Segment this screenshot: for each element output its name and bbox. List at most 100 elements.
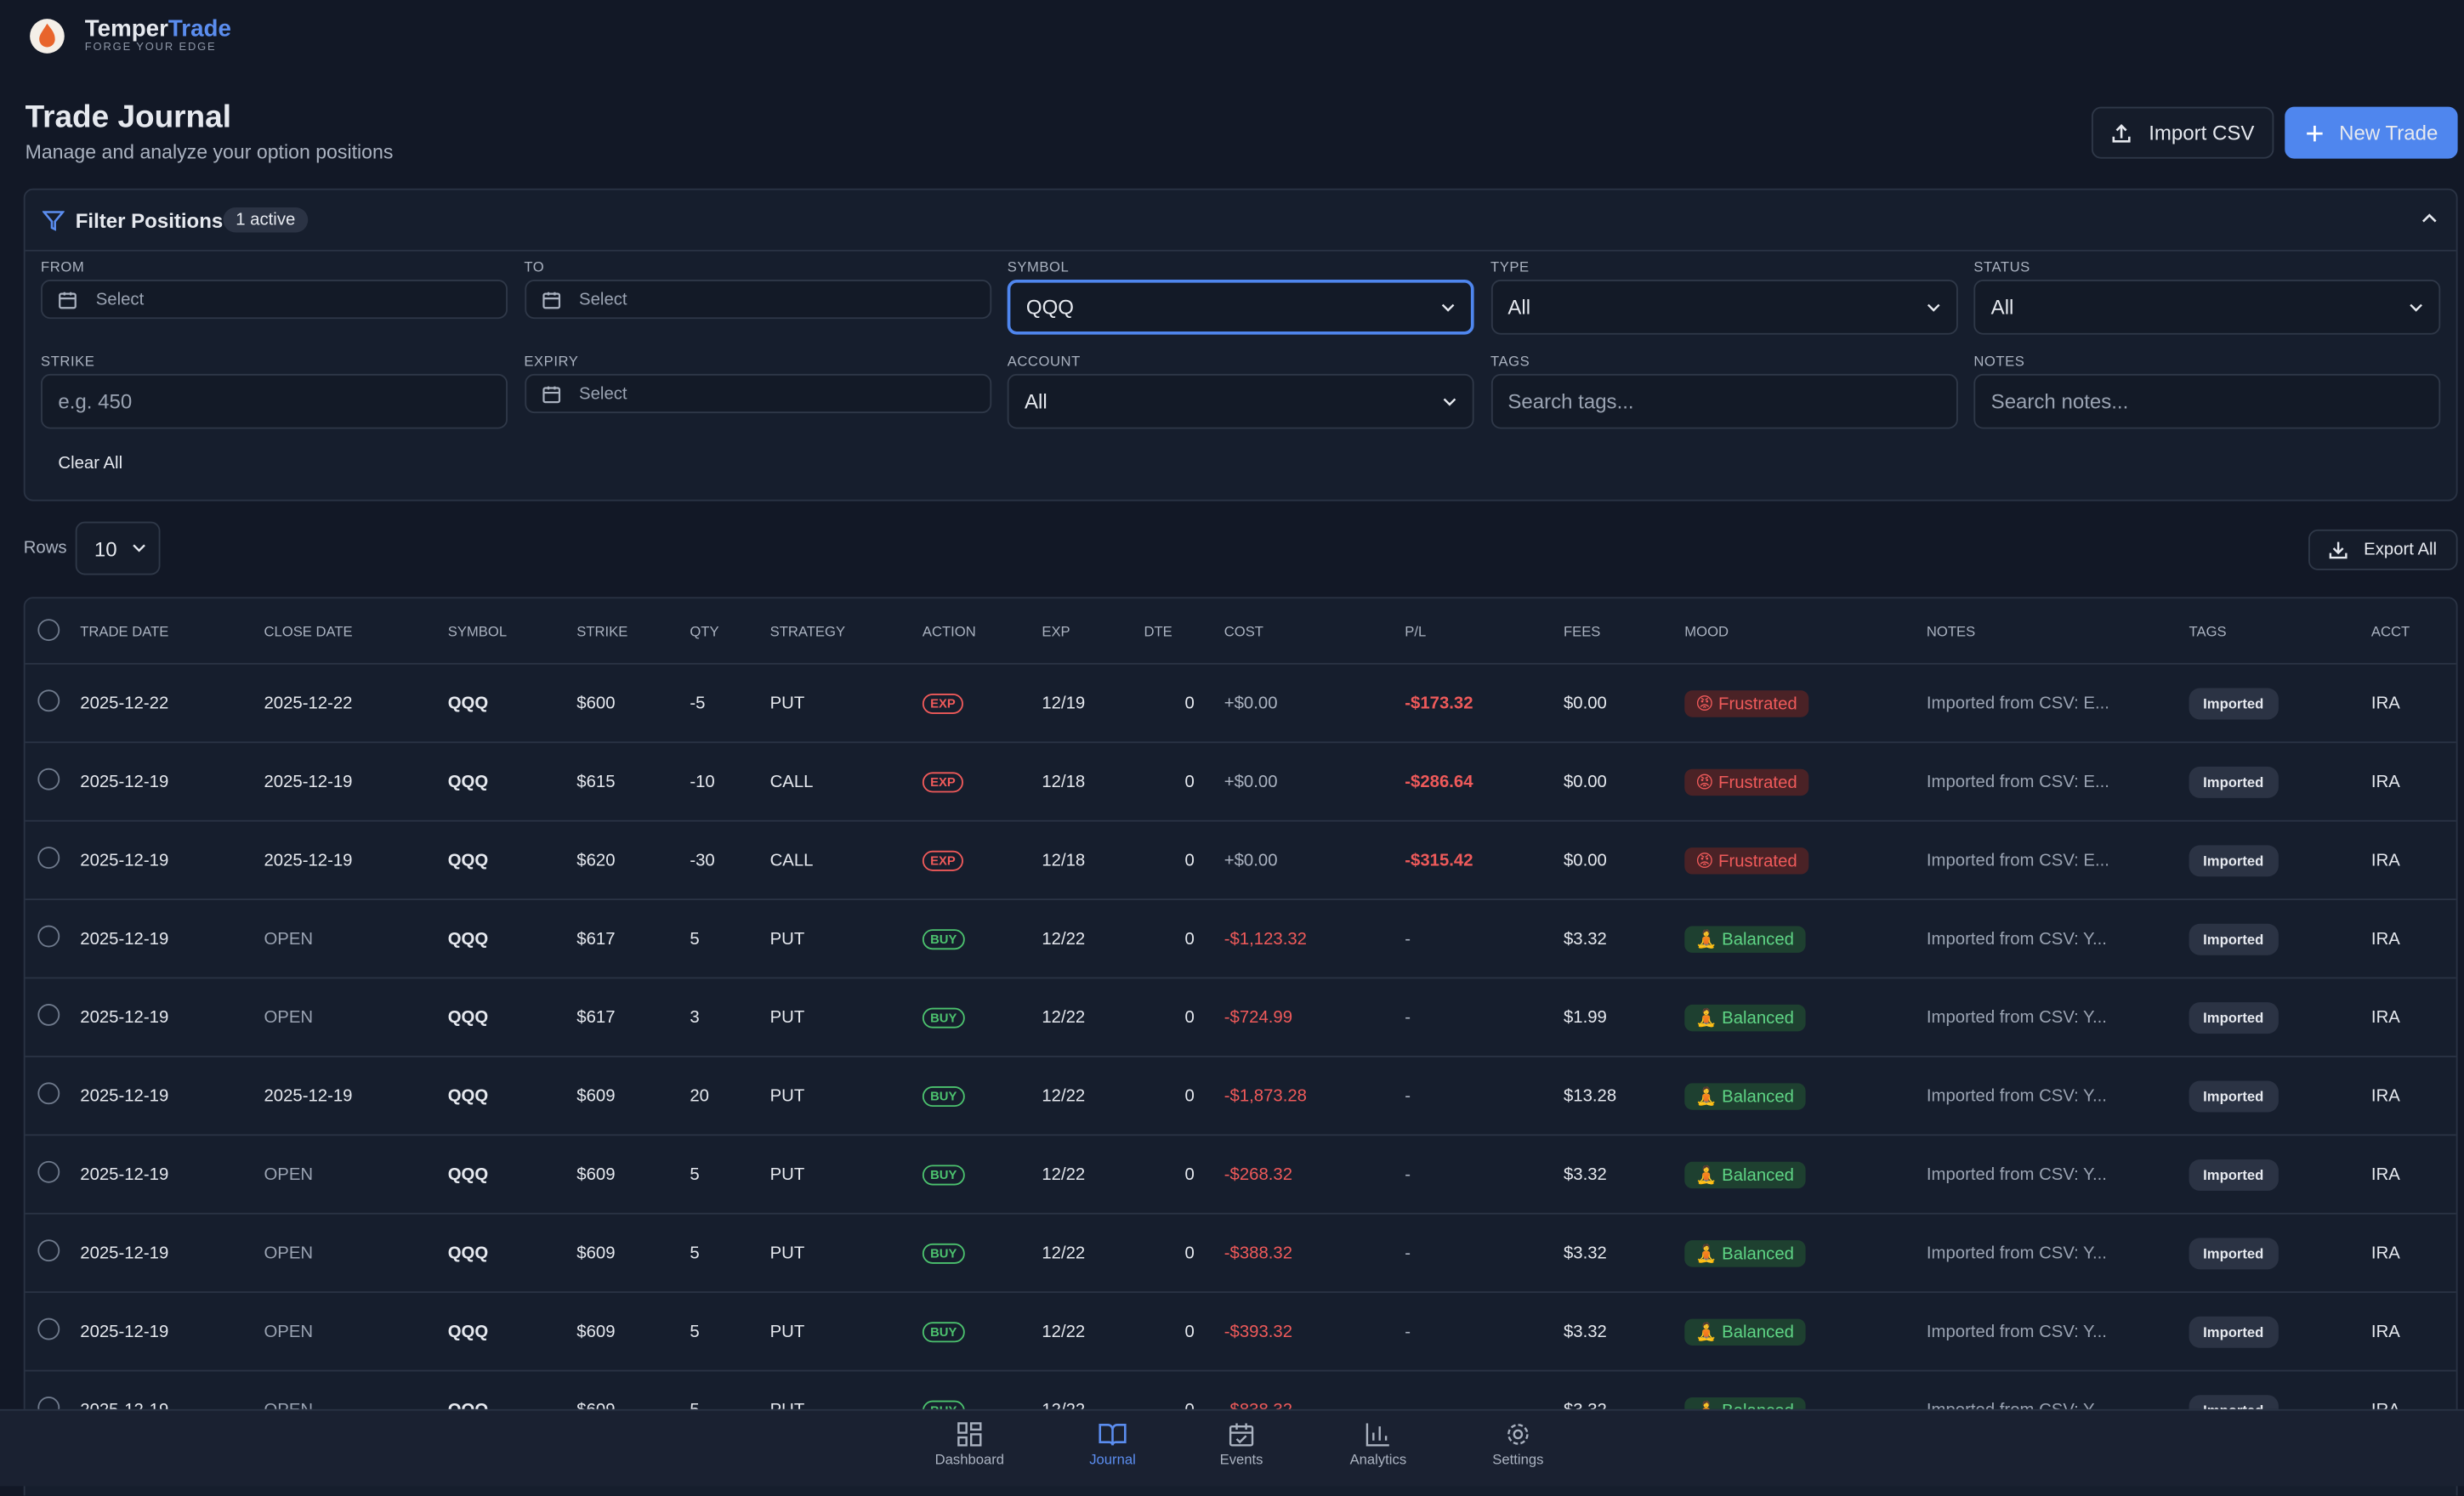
fees: $0.00 — [1563, 694, 1607, 714]
qty: -5 — [690, 694, 706, 714]
filter-input[interactable]: Select — [524, 373, 991, 414]
field-value: All — [1025, 389, 1047, 414]
pl: - — [1405, 930, 1411, 949]
nav-analytics[interactable]: Analytics — [1315, 1422, 1441, 1467]
collapse-icon[interactable] — [2421, 212, 2437, 225]
strike: $609 — [576, 1086, 616, 1107]
nav-dashboard[interactable]: Dashboard — [906, 1422, 1032, 1467]
row-checkbox[interactable] — [37, 1239, 60, 1262]
nav-journal[interactable]: Journal — [1050, 1422, 1176, 1467]
trade-date: 2025-12-19 — [80, 773, 169, 792]
mood: 🧘 Balanced — [1684, 1161, 1805, 1189]
action: EXP — [922, 772, 963, 793]
symbol: QQQ — [447, 1244, 489, 1263]
field-label: TYPE — [1490, 258, 1530, 275]
tag: Imported — [2189, 923, 2278, 955]
row-divider — [25, 662, 2456, 665]
account: IRA — [2370, 1323, 2400, 1342]
tag: Imported — [2189, 1080, 2278, 1113]
brand-name: Temper — [84, 15, 168, 42]
fees: $3.32 — [1563, 930, 1607, 949]
filter-title: Filter Positions — [75, 208, 224, 233]
filter-input[interactable]: Select — [524, 279, 991, 320]
column-header: STRATEGY — [769, 623, 846, 640]
filter-input[interactable]: QQQ — [1007, 279, 1474, 335]
tag: Imported — [2189, 1316, 2278, 1348]
notes: Imported from CSV: Y... — [1926, 1086, 2107, 1107]
nav-settings[interactable]: Settings — [1455, 1422, 1581, 1467]
qty: 5 — [690, 1165, 700, 1185]
clear-all-button[interactable]: Clear All — [58, 454, 123, 473]
fees: $3.32 — [1563, 1323, 1607, 1342]
filter-input[interactable]: Search tags... — [1490, 373, 1957, 429]
row-checkbox[interactable] — [37, 619, 60, 642]
row-checkbox[interactable] — [37, 1003, 60, 1026]
exp: 12/22 — [1042, 1086, 1086, 1107]
row-divider — [25, 1291, 2456, 1294]
trade-date: 2025-12-22 — [80, 694, 169, 714]
row-checkbox[interactable] — [37, 1082, 60, 1105]
dte: 0 — [1184, 773, 1195, 792]
symbol: QQQ — [447, 1323, 489, 1342]
column-header: EXP — [1042, 623, 1070, 640]
row-checkbox[interactable] — [37, 925, 60, 948]
strike: $620 — [576, 851, 616, 870]
qty: 5 — [690, 1244, 700, 1263]
fees: $1.99 — [1563, 1008, 1607, 1028]
filter-input[interactable]: All — [1973, 279, 2441, 335]
filter-input[interactable]: Select — [41, 279, 508, 320]
dte: 0 — [1184, 1323, 1195, 1342]
rows-value: 10 — [94, 536, 117, 560]
strike: $609 — [576, 1165, 616, 1185]
qty: -30 — [690, 851, 715, 870]
row-checkbox[interactable] — [37, 1318, 60, 1340]
new-trade-button[interactable]: New Trade — [2285, 106, 2458, 159]
filter-input[interactable]: All — [1490, 279, 1957, 335]
strategy: PUT — [769, 694, 805, 714]
row-checkbox[interactable] — [37, 768, 60, 790]
import-button[interactable]: Import CSV — [2091, 106, 2274, 159]
column-header: TAGS — [2189, 623, 2227, 640]
account: IRA — [2370, 694, 2400, 714]
row-divider — [25, 819, 2456, 822]
rows-select[interactable]: 10 — [75, 521, 161, 575]
row-checkbox[interactable] — [37, 689, 60, 712]
symbol: QQQ — [447, 930, 489, 949]
strategy: CALL — [769, 851, 814, 870]
strike: $615 — [576, 773, 616, 792]
trade-date: 2025-12-19 — [80, 1323, 169, 1342]
column-header: ACTION — [922, 623, 976, 640]
bottom-nav — [0, 1408, 2464, 1487]
tag: Imported — [2189, 1159, 2278, 1191]
trade-date: 2025-12-19 — [80, 1086, 169, 1107]
column-header: ACCT — [2370, 623, 2410, 640]
strike: $600 — [576, 694, 616, 714]
filter-input[interactable]: All — [1007, 373, 1474, 429]
tag: Imported — [2189, 845, 2278, 877]
symbol: QQQ — [447, 1165, 489, 1185]
row-checkbox[interactable] — [37, 847, 60, 870]
symbol: QQQ — [447, 773, 489, 792]
field-label: STATUS — [1973, 258, 2030, 275]
row-checkbox[interactable] — [37, 1160, 60, 1183]
close-date: 2025-12-19 — [264, 851, 353, 870]
action: EXP — [922, 693, 963, 715]
filter-input[interactable]: e.g. 450 — [41, 373, 508, 429]
row-divider — [25, 741, 2456, 744]
trade-date: 2025-12-19 — [80, 851, 169, 870]
placeholder: Search notes... — [1990, 389, 2129, 414]
action: BUY — [922, 1164, 965, 1186]
fees: $3.32 — [1563, 1165, 1607, 1185]
strategy: PUT — [769, 1086, 805, 1107]
nav-events[interactable]: Events — [1178, 1422, 1304, 1467]
field-label: TO — [524, 258, 545, 275]
filter-input[interactable]: Search notes... — [1973, 373, 2441, 429]
export-button[interactable]: Export All — [2308, 529, 2458, 570]
field-value: QQQ — [1025, 295, 1074, 320]
mood: 😡 Frustrated — [1684, 690, 1808, 717]
dte: 0 — [1184, 694, 1195, 714]
dte: 0 — [1184, 1086, 1195, 1107]
trade-date: 2025-12-19 — [80, 1244, 169, 1263]
field-value: All — [1990, 295, 2014, 320]
